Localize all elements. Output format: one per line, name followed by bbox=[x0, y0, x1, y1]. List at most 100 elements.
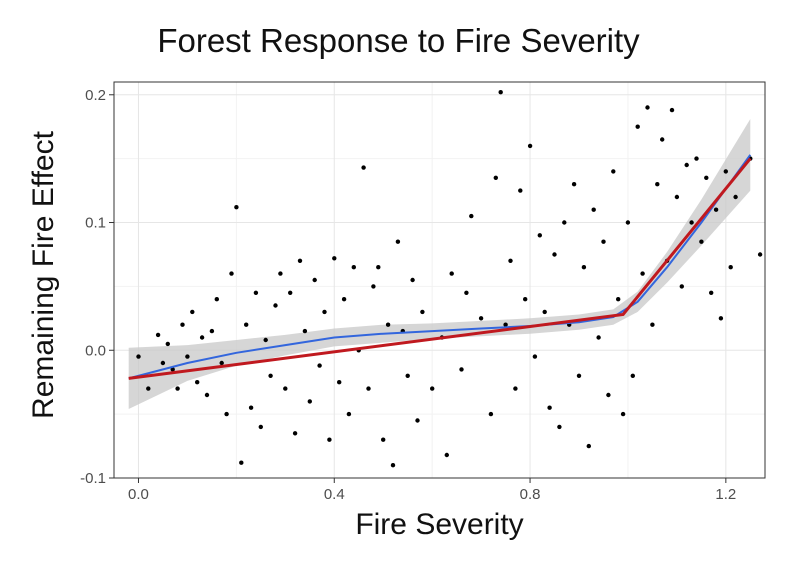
scatter-point bbox=[635, 124, 640, 129]
scatter-point bbox=[268, 373, 273, 378]
y-tick-label: 0.1 bbox=[85, 215, 106, 232]
scatter-point bbox=[351, 265, 356, 270]
scatter-point bbox=[655, 182, 660, 187]
scatter-point bbox=[385, 322, 391, 327]
y-tick-label: 0.2 bbox=[85, 87, 106, 104]
scatter-point bbox=[209, 328, 215, 334]
scatter-point bbox=[679, 284, 684, 289]
scatter-point bbox=[322, 309, 327, 315]
scatter-point bbox=[244, 322, 249, 327]
scatter-point bbox=[302, 328, 308, 334]
scatter-point bbox=[542, 309, 547, 315]
fit-lines bbox=[128, 154, 752, 380]
scatter-point bbox=[317, 363, 322, 368]
x-tick-label: 0.8 bbox=[520, 486, 541, 503]
scatter-point bbox=[346, 411, 352, 417]
scatter-point bbox=[160, 360, 166, 366]
scatter-point bbox=[239, 460, 244, 465]
scatter-point bbox=[371, 284, 376, 289]
x-tick-label: 1.2 bbox=[715, 486, 736, 503]
scatter-point bbox=[704, 175, 709, 180]
scatter-point bbox=[190, 309, 195, 315]
scatter-point bbox=[410, 277, 415, 283]
scatter-point bbox=[689, 220, 694, 225]
scatter-point bbox=[449, 271, 454, 276]
scatter-point bbox=[297, 258, 303, 263]
scatter-point bbox=[165, 341, 170, 347]
scatter-point bbox=[229, 271, 234, 276]
scatter-point bbox=[493, 175, 498, 180]
scatter-point bbox=[557, 424, 562, 430]
scatter-point bbox=[464, 290, 469, 295]
scatter-point bbox=[674, 194, 680, 200]
scatter-point bbox=[263, 337, 268, 343]
scatter-point bbox=[596, 335, 601, 340]
scatter-point bbox=[718, 316, 724, 321]
scatter-point bbox=[713, 207, 719, 212]
scatter-point bbox=[381, 437, 386, 442]
scatter-point bbox=[214, 297, 219, 302]
scatter-point bbox=[709, 290, 714, 295]
scatter-point bbox=[273, 303, 278, 308]
scatter-point bbox=[199, 335, 205, 340]
scatter-point bbox=[684, 162, 689, 168]
x-axis-title: Fire Severity bbox=[355, 508, 524, 541]
scatter-point bbox=[146, 386, 151, 391]
scatter-point bbox=[175, 386, 180, 391]
scatter-point bbox=[586, 443, 591, 449]
scatter-point bbox=[562, 220, 567, 225]
scatter-point bbox=[204, 392, 210, 398]
scatter-point bbox=[757, 252, 763, 257]
x-tick-label: 0.4 bbox=[324, 486, 345, 503]
scatter-point bbox=[650, 322, 655, 327]
segmented-fit-line bbox=[128, 157, 752, 380]
scatter-point bbox=[415, 418, 420, 423]
panel-border bbox=[113, 81, 766, 479]
scatter-point bbox=[224, 411, 229, 417]
scatter-point bbox=[288, 290, 293, 295]
scatter-point bbox=[327, 437, 332, 442]
scatter-point bbox=[620, 411, 626, 417]
y-tick-label: 0.0 bbox=[85, 342, 106, 359]
scatter-point bbox=[219, 360, 224, 366]
scatter-point bbox=[508, 258, 513, 263]
scatter-point bbox=[527, 143, 533, 149]
scatter-point bbox=[601, 239, 606, 244]
scatter-point bbox=[733, 194, 738, 200]
scatter-point bbox=[640, 271, 645, 276]
scatter-point bbox=[498, 90, 503, 95]
scatter-point bbox=[283, 386, 288, 391]
scatter-point bbox=[699, 239, 704, 244]
scatter-point bbox=[576, 373, 582, 378]
scatter-point bbox=[503, 322, 508, 327]
scatter-point bbox=[366, 386, 371, 391]
scatter-point bbox=[488, 411, 494, 417]
scatter-point bbox=[180, 322, 185, 327]
scatter-point bbox=[395, 239, 401, 244]
scatter-point bbox=[307, 399, 312, 404]
scatter-point bbox=[361, 165, 366, 170]
scatter-point bbox=[155, 332, 161, 338]
scatter-point bbox=[660, 137, 665, 142]
scatter-point bbox=[312, 277, 317, 283]
scatter-point bbox=[405, 373, 410, 378]
scatter-points bbox=[136, 90, 763, 468]
scatter-point bbox=[518, 188, 523, 193]
scatter-point bbox=[170, 367, 175, 372]
scatter-point bbox=[723, 169, 728, 174]
scatter-point bbox=[606, 392, 611, 398]
scatter-point bbox=[552, 252, 557, 257]
scatter-point bbox=[571, 182, 577, 187]
scatter-point bbox=[420, 309, 425, 315]
scatter-point bbox=[195, 380, 200, 385]
scatter-point bbox=[513, 386, 518, 391]
chart-title: Forest Response to Fire Severity bbox=[157, 22, 640, 59]
scatter-point bbox=[332, 256, 337, 261]
scatter-point bbox=[532, 354, 538, 359]
scatter-point bbox=[616, 297, 621, 302]
scatter-point bbox=[444, 452, 449, 458]
scatter-point bbox=[537, 233, 542, 238]
scatter-point bbox=[390, 463, 396, 468]
scatter-point bbox=[625, 220, 631, 225]
